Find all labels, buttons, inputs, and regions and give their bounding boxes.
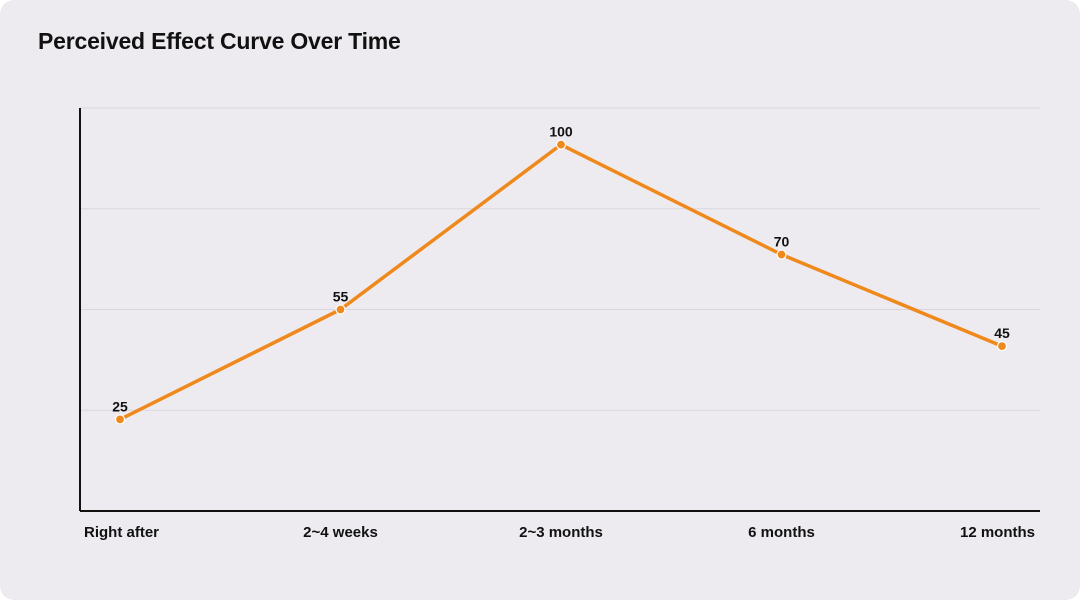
data-point (776, 249, 787, 260)
data-label: 45 (994, 325, 1010, 341)
x-tick-label: 12 months (960, 524, 1035, 541)
x-tick-label: 2~3 months (519, 524, 603, 541)
data-point (555, 139, 567, 150)
x-tick-labels: Right after 2~4 weeks 2~3 months 6 months 12… (84, 524, 1035, 541)
grid-lines (80, 107, 1040, 411)
data-point (996, 341, 1008, 352)
data-labels: 25 55 100 70 45 (112, 124, 1010, 415)
x-tick-label: 2~4 weeks (303, 524, 378, 541)
data-label: 100 (549, 124, 573, 140)
x-tick-label: 6 months (748, 524, 815, 541)
series-line (118, 142, 1004, 422)
data-label: 25 (112, 398, 128, 414)
series-lines (118, 142, 1004, 422)
x-tick-label: Right after (84, 524, 159, 541)
axes (79, 108, 1040, 512)
data-point (335, 304, 346, 315)
data-label: 55 (333, 289, 349, 305)
data-point (114, 414, 126, 425)
chart-title: Perceived Effect Curve Over Time (38, 28, 401, 54)
data-label: 70 (774, 234, 790, 250)
series-points (114, 139, 1008, 425)
